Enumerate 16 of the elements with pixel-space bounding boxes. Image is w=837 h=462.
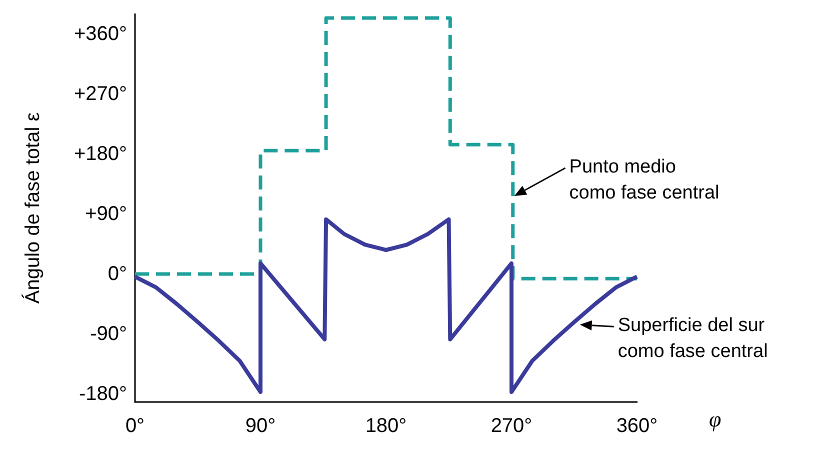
y-axis-title: Ángulo de fase total ε — [21, 112, 44, 304]
y-tick-label: +90° — [85, 203, 127, 225]
x-tick-label: 180° — [365, 415, 407, 437]
y-tick-label: -90° — [90, 323, 127, 345]
x-tick-label: 270° — [490, 415, 532, 437]
x-axis-title: φ — [709, 406, 722, 432]
y-tick-label: -180° — [78, 383, 127, 405]
x-tick-label: 360° — [616, 415, 658, 437]
x-tick-label: 90° — [245, 415, 276, 437]
y-tick-label: 0° — [108, 263, 127, 285]
annotation: Superficie del sur como fase central — [618, 315, 768, 362]
annotation: Punto medio como fase central — [569, 156, 720, 204]
y-tick-label: +180° — [74, 143, 127, 165]
y-tick-label: +360° — [74, 23, 127, 45]
x-tick-label: 0° — [125, 415, 145, 437]
y-tick-label: +270° — [74, 83, 127, 105]
